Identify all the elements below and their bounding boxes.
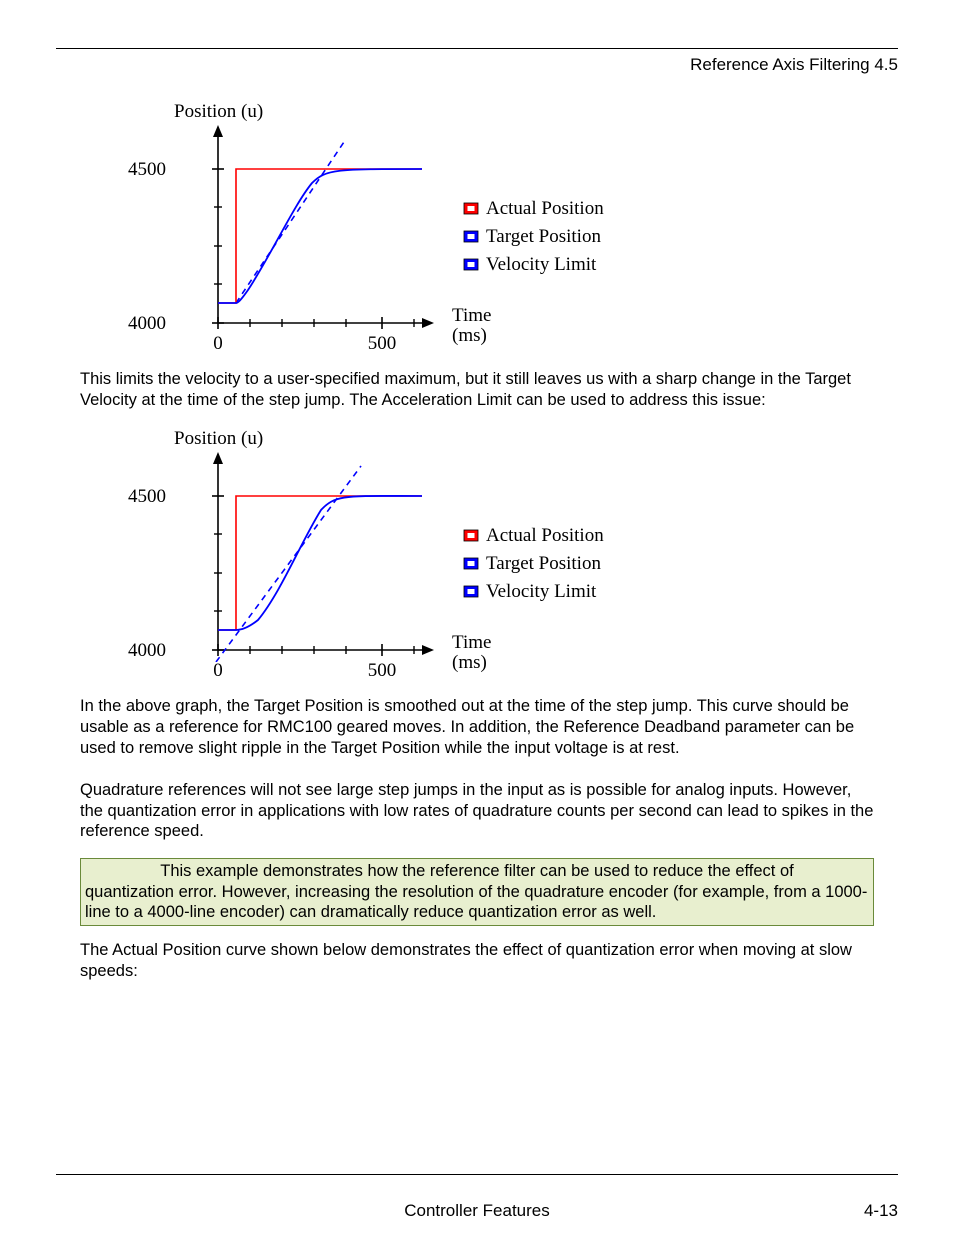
xtick2-0: 0: [213, 660, 223, 681]
y-axis-label: Position (u): [174, 101, 263, 122]
legend-item-target: Target Position: [464, 226, 601, 247]
footer-page-number: 4-13: [864, 1201, 898, 1221]
chart-accel-limit: Position (u) 4500 4000 0: [116, 426, 898, 686]
note-line-rest: quantization error. However, increasing …: [85, 883, 867, 922]
legend-item-velocity: Velocity Limit: [464, 254, 597, 275]
x-axis-label-1: Time: [452, 305, 491, 326]
paragraph-1: This limits the velocity to a user-speci…: [80, 369, 874, 410]
x-axis-label2-1: Time: [452, 632, 491, 653]
header-rule: [56, 48, 898, 49]
note-box: This example demonstrates how the refere…: [80, 858, 874, 926]
legend-label-actual: Actual Position: [486, 198, 604, 219]
legend2-item-target: Target Position: [464, 553, 601, 574]
velocity-limit-line: [236, 139, 346, 303]
legend-label-target: Target Position: [486, 226, 601, 247]
chart2-legend: Actual Position Target Position Velocity…: [464, 525, 604, 602]
footer-center: Controller Features: [56, 1201, 898, 1221]
actual-position-line-2: [218, 496, 422, 630]
legend2-item-velocity: Velocity Limit: [464, 581, 597, 602]
paragraph-2: In the above graph, the Target Position …: [80, 696, 874, 758]
legend-label-velocity: Velocity Limit: [486, 254, 597, 275]
legend2-label-actual: Actual Position: [486, 525, 604, 546]
paragraph-4: The Actual Position curve shown below de…: [80, 940, 874, 981]
target-position-line-2: [218, 496, 422, 630]
legend2-item-actual: Actual Position: [464, 525, 604, 546]
xtick-0: 0: [213, 333, 223, 354]
legend-item-actual: Actual Position: [464, 198, 604, 219]
legend2-label-velocity: Velocity Limit: [486, 581, 597, 602]
ytick-4000: 4000: [128, 313, 166, 334]
legend2-label-target: Target Position: [486, 553, 601, 574]
paragraph-3: Quadrature references will not see large…: [80, 780, 874, 842]
note-line-1: This example demonstrates how the refere…: [85, 861, 869, 882]
chart1-svg: Position (u): [116, 99, 636, 359]
chart1-legend: Actual Position Target Position Velocity…: [464, 198, 604, 275]
y-axis-label-2: Position (u): [174, 428, 263, 449]
chart-velocity-limit: Position (u): [116, 99, 898, 359]
footer-rule: [56, 1174, 898, 1175]
chart2-plot: 4500 4000 0 500 Time (ms): [128, 452, 491, 681]
xtick2-500: 500: [368, 660, 397, 681]
x-axis-label2-2: (ms): [452, 652, 487, 673]
ytick2-4000: 4000: [128, 640, 166, 661]
chart2-svg: Position (u) 4500 4000 0: [116, 426, 636, 686]
ytick2-4500: 4500: [128, 486, 166, 507]
xtick-500: 500: [368, 333, 397, 354]
header-text: Reference Axis Filtering 4.5: [690, 55, 898, 74]
x-axis-label-2: (ms): [452, 325, 487, 346]
ytick-4500: 4500: [128, 159, 166, 180]
chart1-plot: 4500 4000 0 500 Time (ms): [128, 125, 491, 354]
page: Reference Axis Filtering 4.5 Position (u…: [0, 0, 954, 1235]
page-header: Reference Axis Filtering 4.5: [56, 55, 898, 75]
